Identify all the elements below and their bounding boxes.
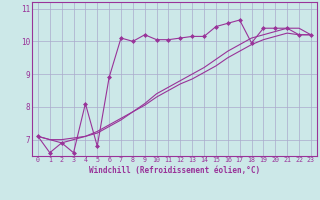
X-axis label: Windchill (Refroidissement éolien,°C): Windchill (Refroidissement éolien,°C) <box>89 166 260 175</box>
